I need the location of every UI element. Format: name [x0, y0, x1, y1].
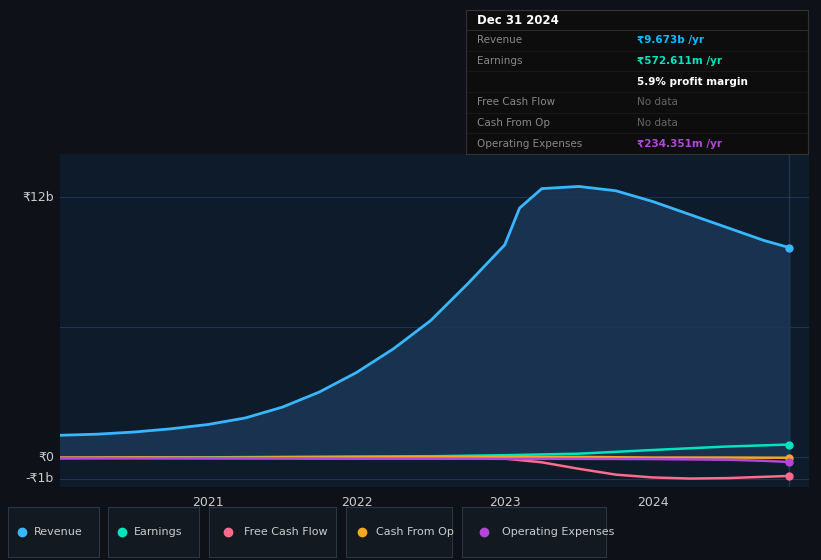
- Text: Free Cash Flow: Free Cash Flow: [476, 97, 555, 108]
- Text: ₹0: ₹0: [38, 450, 54, 464]
- Text: No data: No data: [637, 97, 678, 108]
- Text: Operating Expenses: Operating Expenses: [502, 527, 615, 537]
- Text: 5.9% profit margin: 5.9% profit margin: [637, 77, 748, 87]
- Text: Free Cash Flow: Free Cash Flow: [244, 527, 328, 537]
- Text: Revenue: Revenue: [34, 527, 82, 537]
- Text: Cash From Op: Cash From Op: [476, 118, 549, 128]
- Text: Cash From Op: Cash From Op: [375, 527, 453, 537]
- Text: -₹1b: -₹1b: [25, 472, 54, 485]
- Text: ₹12b: ₹12b: [22, 191, 54, 204]
- Text: ₹9.673b /yr: ₹9.673b /yr: [637, 35, 704, 45]
- Text: No data: No data: [637, 118, 678, 128]
- Text: Earnings: Earnings: [134, 527, 182, 537]
- Text: Operating Expenses: Operating Expenses: [476, 139, 582, 149]
- Text: ₹572.611m /yr: ₹572.611m /yr: [637, 56, 722, 66]
- Text: ₹234.351m /yr: ₹234.351m /yr: [637, 139, 722, 149]
- Text: Earnings: Earnings: [476, 56, 522, 66]
- Text: Dec 31 2024: Dec 31 2024: [476, 15, 558, 27]
- Text: Revenue: Revenue: [476, 35, 521, 45]
